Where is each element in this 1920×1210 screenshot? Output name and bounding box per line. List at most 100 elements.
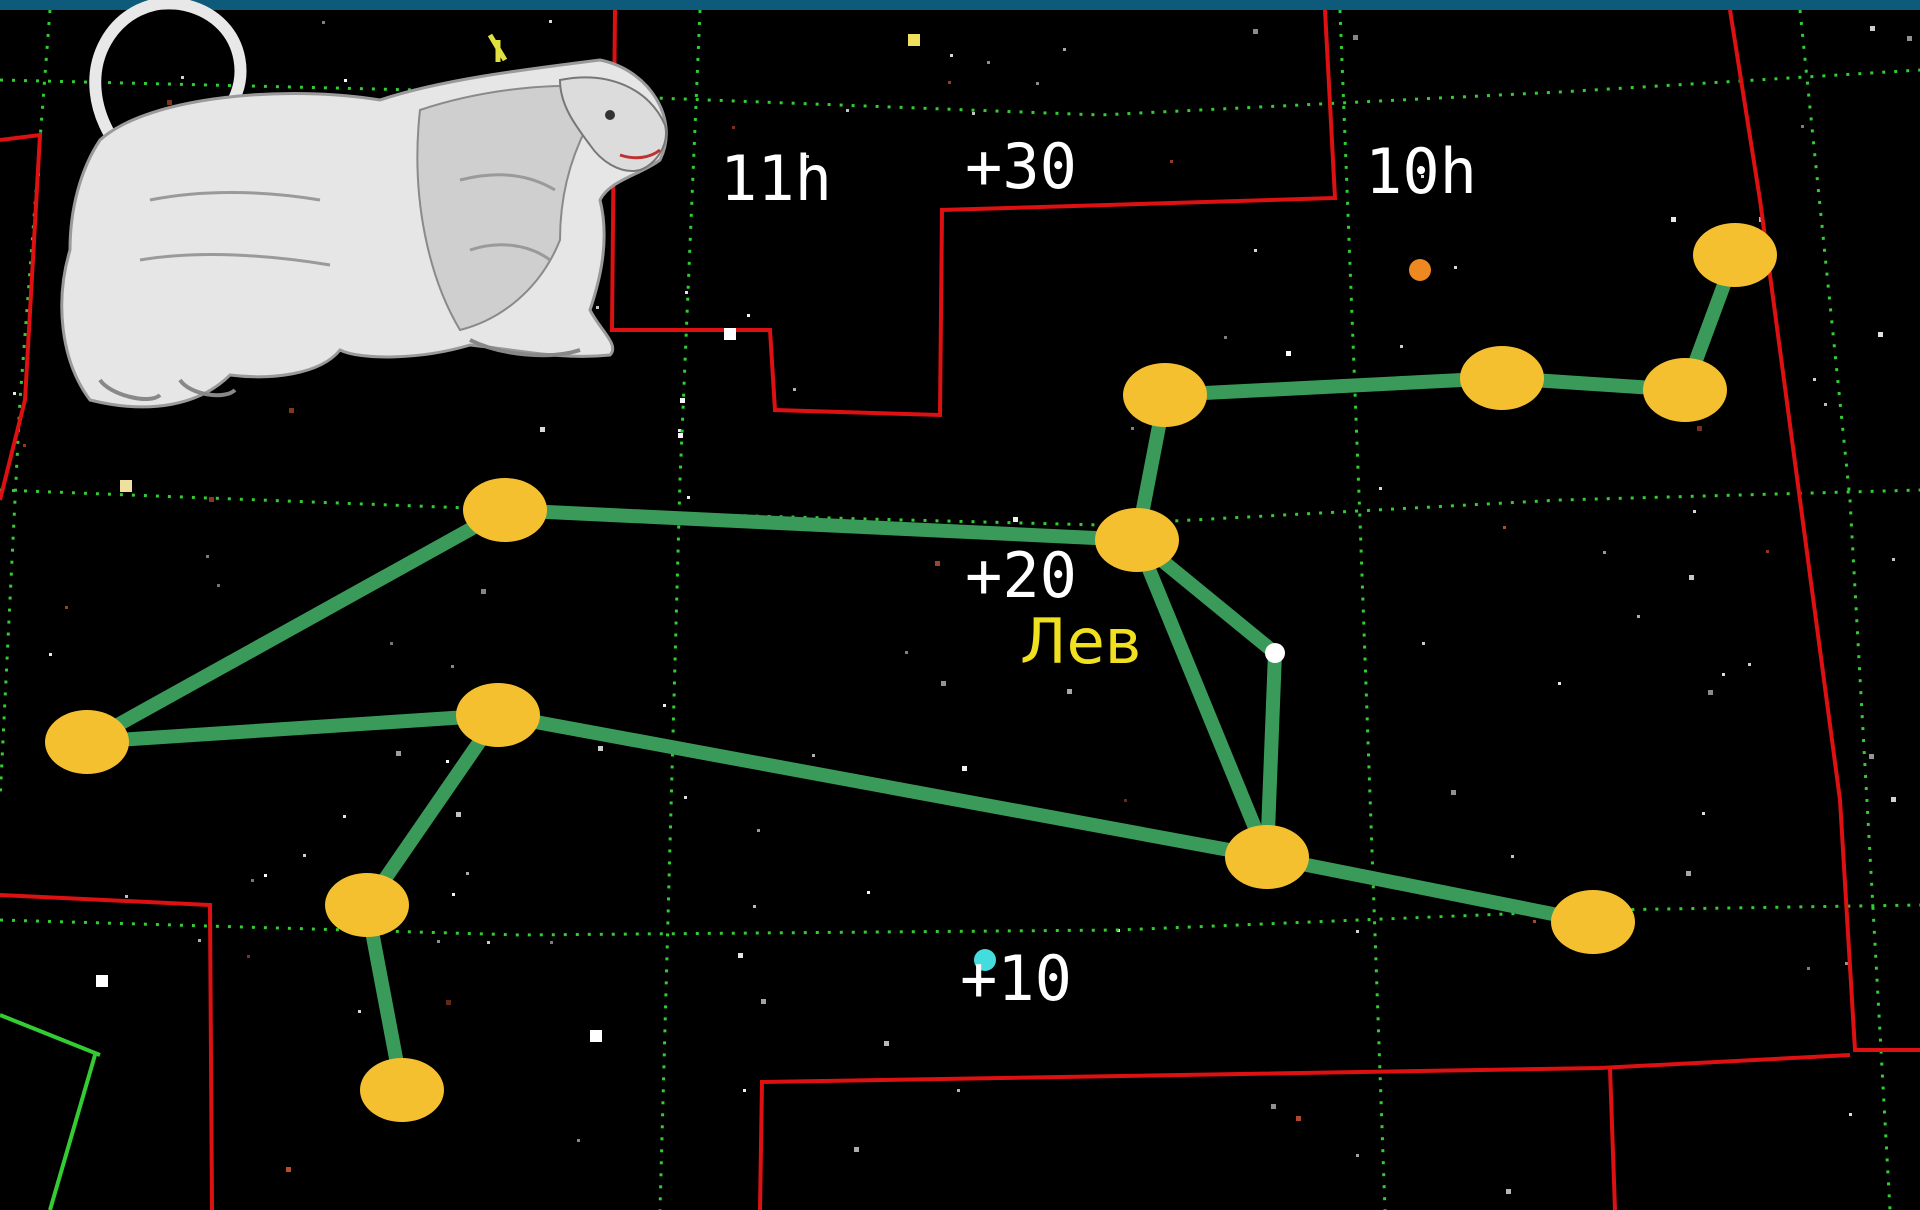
boundary-left-green xyxy=(48,1054,97,1210)
background-star xyxy=(1451,790,1456,795)
background-star xyxy=(663,704,666,707)
background-star xyxy=(1702,812,1705,815)
constellation-line xyxy=(360,708,505,912)
background-star xyxy=(1766,550,1769,553)
star-white-square-3 xyxy=(96,975,108,987)
background-star xyxy=(680,398,685,403)
background-star xyxy=(812,754,815,757)
background-star xyxy=(446,760,449,763)
background-star xyxy=(1036,82,1039,85)
background-star xyxy=(935,561,940,566)
background-star xyxy=(1254,249,1257,252)
constellation-star xyxy=(1460,346,1544,410)
background-star xyxy=(1693,510,1696,513)
constellation-star xyxy=(1095,508,1179,572)
constellation-star xyxy=(1225,825,1309,889)
background-star xyxy=(1253,29,1258,34)
star-white-square xyxy=(724,328,736,340)
background-star xyxy=(1353,35,1358,40)
background-star xyxy=(251,879,254,882)
background-star xyxy=(1356,930,1359,933)
background-star xyxy=(747,314,750,317)
background-star xyxy=(1170,160,1173,163)
background-star xyxy=(905,651,908,654)
boundary-right xyxy=(1728,9,1920,1052)
star-white-square-2 xyxy=(120,480,132,492)
background-star xyxy=(728,195,731,198)
label-dec-10: +10 xyxy=(960,942,1072,1015)
background-star xyxy=(753,905,756,908)
background-star xyxy=(1708,690,1713,695)
background-star xyxy=(446,1000,451,1005)
background-star xyxy=(437,940,440,943)
background-star xyxy=(743,1089,746,1092)
background-star xyxy=(303,854,306,857)
background-star xyxy=(972,112,975,115)
background-star xyxy=(1421,175,1424,178)
background-star xyxy=(846,109,849,112)
grid-ra-b xyxy=(1798,9,1892,1210)
label-ra-11h: 11h xyxy=(720,142,832,215)
background-star xyxy=(487,941,490,944)
constellation-star xyxy=(45,710,129,774)
background-star xyxy=(1878,332,1883,337)
label-dec-30: +30 xyxy=(965,130,1077,203)
background-star xyxy=(1813,378,1816,381)
background-star xyxy=(396,751,401,756)
background-star xyxy=(1131,427,1134,430)
boundary-left-bottom xyxy=(0,893,214,1210)
boundary-top xyxy=(609,9,1338,418)
background-star xyxy=(793,388,796,391)
background-star xyxy=(451,665,454,668)
background-star xyxy=(1603,551,1606,554)
background-star xyxy=(1271,1104,1276,1109)
lion-icon xyxy=(60,0,668,409)
background-star xyxy=(806,155,809,158)
background-star xyxy=(1063,48,1066,51)
constellation-line xyxy=(1158,371,1509,402)
background-star xyxy=(1379,487,1382,490)
background-star xyxy=(1224,336,1227,339)
background-star xyxy=(577,1139,580,1142)
star-yellow-cross xyxy=(487,33,508,62)
constellation-line xyxy=(1260,850,1600,929)
background-star xyxy=(1067,689,1072,694)
background-star xyxy=(264,874,267,877)
constellation-line xyxy=(80,708,505,749)
background-star xyxy=(481,589,486,594)
constellation-line xyxy=(1130,533,1274,864)
background-star xyxy=(757,829,760,832)
background-star xyxy=(1286,351,1291,356)
background-star xyxy=(1671,217,1676,222)
label-constellation: Лев xyxy=(1020,605,1141,678)
background-star xyxy=(1689,575,1694,580)
grid-dec-30 xyxy=(0,68,1920,117)
background-star xyxy=(957,1089,960,1092)
background-star xyxy=(289,408,294,413)
constellation-star xyxy=(456,683,540,747)
background-star xyxy=(1807,967,1810,970)
background-star xyxy=(685,291,688,294)
background-star xyxy=(1296,1116,1301,1121)
constellation-star xyxy=(325,873,409,937)
background-star xyxy=(1907,36,1912,41)
background-star xyxy=(286,1167,291,1172)
background-star xyxy=(684,796,687,799)
top-bar xyxy=(0,0,1920,10)
background-star xyxy=(322,21,325,24)
background-star xyxy=(1849,1113,1852,1116)
label-dec-20: +20 xyxy=(965,539,1077,612)
background-star xyxy=(854,1147,859,1152)
star-cyan-small xyxy=(974,949,996,971)
background-star xyxy=(1511,855,1514,858)
background-star xyxy=(1891,797,1896,802)
background-star xyxy=(1824,403,1827,406)
background-star xyxy=(987,61,990,64)
grid-ra-10h xyxy=(1338,9,1387,1210)
star-orange-small xyxy=(1409,259,1431,281)
constellation-line xyxy=(80,503,512,749)
background-star xyxy=(678,429,681,432)
background-star xyxy=(49,653,52,656)
star-white-small xyxy=(1265,643,1285,663)
